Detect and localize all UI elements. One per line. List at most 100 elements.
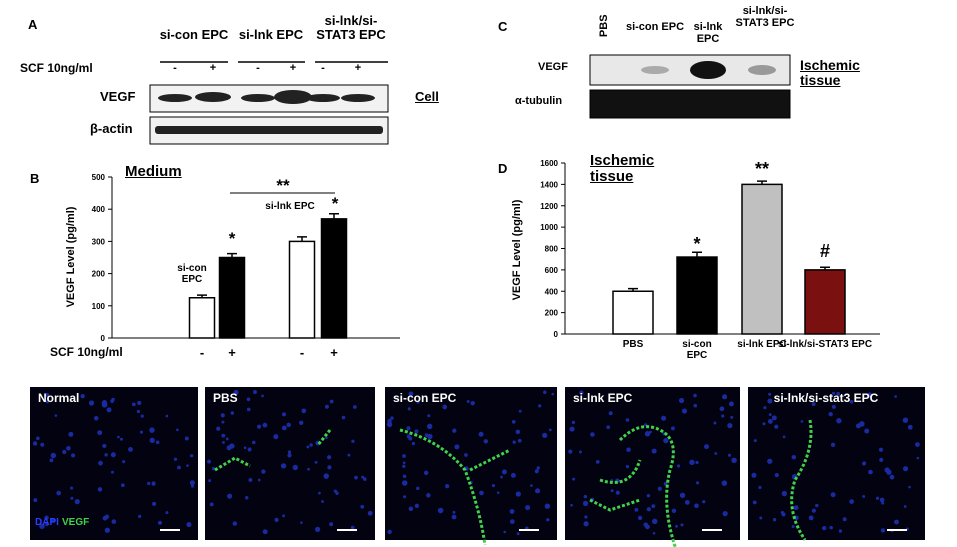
cell-nucleus (54, 414, 58, 417)
cell-nucleus (542, 432, 548, 439)
cell-nucleus (608, 411, 613, 416)
cell-nucleus (767, 418, 773, 424)
x-tick-label: si-lnk EPC (737, 339, 787, 350)
cell-nucleus (390, 416, 394, 420)
cell-nucleus (509, 519, 515, 524)
cell-nucleus (501, 469, 507, 475)
cell-nucleus (401, 480, 408, 486)
cell-nucleus (207, 459, 212, 464)
cell-nucleus (119, 437, 124, 441)
cell-nucleus (39, 523, 45, 530)
cell-nucleus (300, 521, 303, 524)
cell-nucleus (186, 521, 192, 528)
cell-nucleus (583, 521, 589, 527)
error-bar (227, 252, 237, 258)
cell-nucleus (615, 490, 620, 495)
cell-nucleus (652, 531, 656, 535)
cell-nucleus (411, 441, 416, 446)
cell-nucleus (280, 463, 287, 469)
blot-bands (641, 61, 776, 79)
vegf-signal (589, 425, 677, 547)
cell-nucleus (903, 505, 907, 508)
cell-nucleus (56, 490, 62, 496)
y-tick-label: 500 (92, 173, 106, 182)
cell-nucleus (408, 506, 414, 512)
y-tick-label: 1200 (540, 202, 558, 211)
cell-nucleus (902, 417, 909, 423)
cell-nucleus (689, 459, 695, 466)
cell-nucleus (155, 440, 160, 445)
panel-letter: D (498, 161, 508, 176)
cell-nucleus (33, 498, 38, 503)
x-tick-label: + (330, 345, 338, 360)
cell-nucleus (45, 400, 49, 404)
cell-nucleus (781, 490, 788, 497)
stain-label: VEGF (62, 517, 90, 528)
bar (188, 297, 216, 339)
cell-nucleus (714, 452, 718, 455)
cell-nucleus (176, 428, 179, 432)
y-tick-label: 1000 (540, 223, 558, 232)
cell-nucleus (606, 425, 611, 430)
cell-nucleus (464, 453, 468, 457)
x-tick-label: si-con EPC (682, 339, 712, 361)
error-bar (329, 212, 339, 219)
cell-nucleus (152, 501, 157, 506)
cell-nucleus (894, 519, 899, 525)
cell-nucleus (256, 424, 262, 429)
cell-nucleus (595, 459, 600, 464)
cell-nucleus (515, 429, 521, 435)
cell-nucleus (478, 431, 484, 437)
group-label: si-con EPC (159, 27, 229, 42)
cell-nucleus (572, 477, 576, 481)
cell-nucleus (110, 452, 116, 458)
cell-nucleus (830, 492, 836, 498)
cell-nucleus (318, 491, 321, 495)
cell-nucleus (287, 453, 292, 458)
cell-nucleus (772, 518, 777, 522)
bar (320, 218, 348, 339)
group-label: si-con EPC (177, 263, 207, 285)
cell-nucleus (406, 426, 411, 431)
cell-nucleus (731, 457, 737, 464)
cell-nucleus (104, 527, 110, 533)
cell-nucleus (808, 515, 814, 521)
cell-nucleus (157, 520, 163, 525)
cell-nucleus (879, 457, 884, 462)
cell-nucleus (40, 442, 45, 447)
cell-nucleus (466, 400, 470, 403)
cell-nucleus (751, 472, 757, 478)
cell-nucleus (774, 473, 779, 478)
y-tick-label: 100 (92, 302, 106, 311)
cell-nucleus (309, 443, 313, 447)
cell-nucleus (177, 465, 181, 470)
cell-nucleus (782, 435, 786, 439)
annotation: ** (754, 159, 769, 179)
cell-nucleus (321, 500, 324, 503)
cell-nucleus (445, 483, 450, 489)
side-label: Cell (415, 89, 439, 104)
cell-nucleus (829, 525, 833, 530)
cell-nucleus (97, 487, 103, 492)
cell-nucleus (889, 474, 895, 480)
cell-nucleus (849, 499, 854, 504)
cell-nucleus (536, 466, 540, 470)
cell-nucleus (568, 449, 573, 454)
x-tick-label: - (199, 345, 205, 360)
cell-nucleus (402, 474, 407, 479)
lane-label: si-con EPC (625, 21, 685, 33)
cell-nucleus (583, 494, 588, 499)
cell-nucleus (671, 508, 677, 514)
cell-nucleus (190, 484, 195, 488)
cell-nucleus (902, 466, 909, 472)
sign: + (289, 62, 297, 74)
cell-nucleus (862, 495, 866, 498)
lane-label: si-lnk EPC (693, 21, 723, 45)
cell-nucleus (251, 440, 256, 445)
cell-nucleus (644, 431, 651, 437)
error-bar (820, 266, 830, 270)
cell-nucleus (221, 420, 225, 424)
cell-nucleus (306, 445, 310, 449)
cell-nucleus (44, 515, 49, 520)
cell-nucleus (625, 464, 630, 469)
